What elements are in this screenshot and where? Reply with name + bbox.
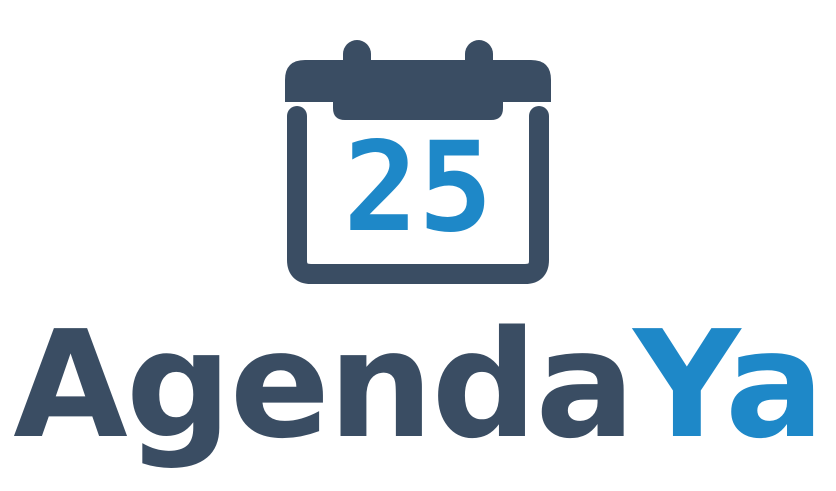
calendar-header: [285, 60, 551, 102]
wordmark-ya: Ya: [633, 299, 824, 471]
wordmark-agenda: Agenda: [13, 299, 635, 471]
wordmark: Agenda Ya: [0, 300, 836, 470]
calendar-icon: 25: [285, 40, 551, 284]
calendar-tab: [333, 100, 503, 120]
calendar-day-number: 25: [343, 116, 492, 260]
calendar-body: [287, 106, 549, 284]
